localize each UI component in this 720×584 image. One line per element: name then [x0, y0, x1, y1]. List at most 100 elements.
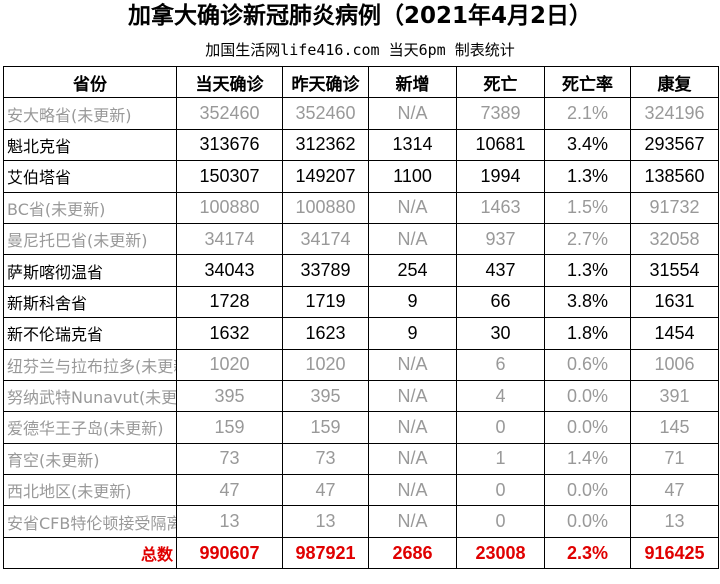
table: 省份 当天确诊 昨天确诊 新增 死亡 死亡率 康复 安大略省(未更新) 352460 35246… [3, 65, 719, 570]
cell: N/A [368, 222, 457, 256]
cell: 1.3% [544, 160, 631, 193]
cell: 3.4% [544, 128, 631, 162]
row: 育空(未更新) 73 73 N/A 1 1.4% 71 [3, 442, 719, 476]
cell: 艾伯塔省 [3, 160, 177, 193]
cell: 1994 [456, 160, 545, 193]
row: 安大略省(未更新) 352460 352460 N/A 7389 2.1% 324196 [3, 97, 719, 130]
cell: 1020 [282, 348, 369, 381]
cell: 254 [368, 254, 457, 287]
cell: 990607 [176, 536, 283, 570]
cell: 13 [630, 505, 719, 538]
cell: 曼尼托巴省(未更新) [3, 222, 177, 256]
total-row: 总数 990607 987921 2686 23008 2.3% 916425 [3, 536, 719, 570]
cell: N/A [368, 411, 457, 444]
cell: 安省CFB特伦顿接受隔离 [3, 505, 177, 538]
cell: 0 [456, 474, 545, 507]
cell: 13 [176, 505, 283, 538]
cell: 1.8% [544, 317, 631, 350]
cell: 30 [456, 317, 545, 350]
cell: 1 [456, 442, 545, 476]
cell: 916425 [630, 536, 719, 570]
cell: 13 [282, 505, 369, 538]
row: 魁北克省 313676 312362 1314 10681 3.4% 293567 [3, 128, 719, 162]
cell: 总数 [3, 536, 177, 570]
row: 萨斯喀彻温省 34043 33789 254 437 1.3% 31554 [3, 254, 719, 287]
cell: 395 [176, 379, 283, 413]
column-header: 当天确诊 [176, 65, 283, 99]
cell: 149207 [282, 160, 369, 193]
row: 爱德华王子岛(未更新) 159 159 N/A 0 0.0% 145 [3, 411, 719, 444]
cell: 73 [176, 442, 283, 476]
cell: 34043 [176, 254, 283, 287]
cell: 1.3% [544, 254, 631, 287]
cell: 1100 [368, 160, 457, 193]
cell: 安大略省(未更新) [3, 97, 177, 130]
cell: 爱德华王子岛(未更新) [3, 411, 177, 444]
cell: 324196 [630, 97, 719, 130]
cell: 1632 [176, 317, 283, 350]
cell: 138560 [630, 160, 719, 193]
cell: 313676 [176, 128, 283, 162]
cell: BC省(未更新) [3, 191, 177, 224]
title: 加拿大确诊新冠肺炎病例（2021年4月2日） [127, 3, 593, 29]
cell: N/A [368, 191, 457, 224]
cell: 71 [630, 442, 719, 476]
cell: 145 [630, 411, 719, 444]
cell: 魁北克省 [3, 128, 177, 162]
cell: 1454 [630, 317, 719, 350]
cell: 159 [282, 411, 369, 444]
cell: 3.8% [544, 285, 631, 319]
cell: 1623 [282, 317, 369, 350]
cell: 2.3% [544, 536, 631, 570]
cell: 7389 [456, 97, 545, 130]
cell: 努纳武特Nunavut(未更新) [3, 379, 177, 413]
cell: 西北地区(未更新) [3, 474, 177, 507]
cell: 0 [456, 411, 545, 444]
row: 新不伦瑞克省 1632 1623 9 30 1.8% 1454 [3, 317, 719, 350]
cell: 937 [456, 222, 545, 256]
row: 西北地区(未更新) 47 47 N/A 0 0.0% 47 [3, 474, 719, 507]
column-header: 昨天确诊 [282, 65, 369, 99]
cell: 34174 [282, 222, 369, 256]
row: 安省CFB特伦顿接受隔离 13 13 N/A 0 0.0% 13 [3, 505, 719, 538]
cell: 100880 [176, 191, 283, 224]
cell: 33789 [282, 254, 369, 287]
cell: 1631 [630, 285, 719, 319]
cell: 2686 [368, 536, 457, 570]
cell: 150307 [176, 160, 283, 193]
cell: 352460 [176, 97, 283, 130]
cell: 9 [368, 285, 457, 319]
cell: 育空(未更新) [3, 442, 177, 476]
cell: 0 [456, 505, 545, 538]
cell: 新不伦瑞克省 [3, 317, 177, 350]
cell: 437 [456, 254, 545, 287]
cell: 2.1% [544, 97, 631, 130]
column-header: 死亡 [456, 65, 545, 99]
cell: 4 [456, 379, 545, 413]
cell: 47 [176, 474, 283, 507]
cell: 73 [282, 442, 369, 476]
cell: 2.7% [544, 222, 631, 256]
cell: 10681 [456, 128, 545, 162]
cell: 159 [176, 411, 283, 444]
cell: 纽芬兰与拉布拉多(未更新) [3, 348, 177, 381]
row: 艾伯塔省 150307 149207 1100 1994 1.3% 138560 [3, 160, 719, 193]
cell: 31554 [630, 254, 719, 287]
cell: 1.5% [544, 191, 631, 224]
column-header: 新增 [368, 65, 457, 99]
cell: 新斯科舍省 [3, 285, 177, 319]
cell: 100880 [282, 191, 369, 224]
cell: N/A [368, 505, 457, 538]
cell: 1006 [630, 348, 719, 381]
cell: N/A [368, 97, 457, 130]
cell: 0.0% [544, 505, 631, 538]
cell: N/A [368, 348, 457, 381]
cell: 6 [456, 348, 545, 381]
cell: 0.6% [544, 348, 631, 381]
cell: 0.0% [544, 379, 631, 413]
cell: 23008 [456, 536, 545, 570]
cell: 1.4% [544, 442, 631, 476]
header-row: 省份 当天确诊 昨天确诊 新增 死亡 死亡率 康复 [3, 65, 719, 99]
